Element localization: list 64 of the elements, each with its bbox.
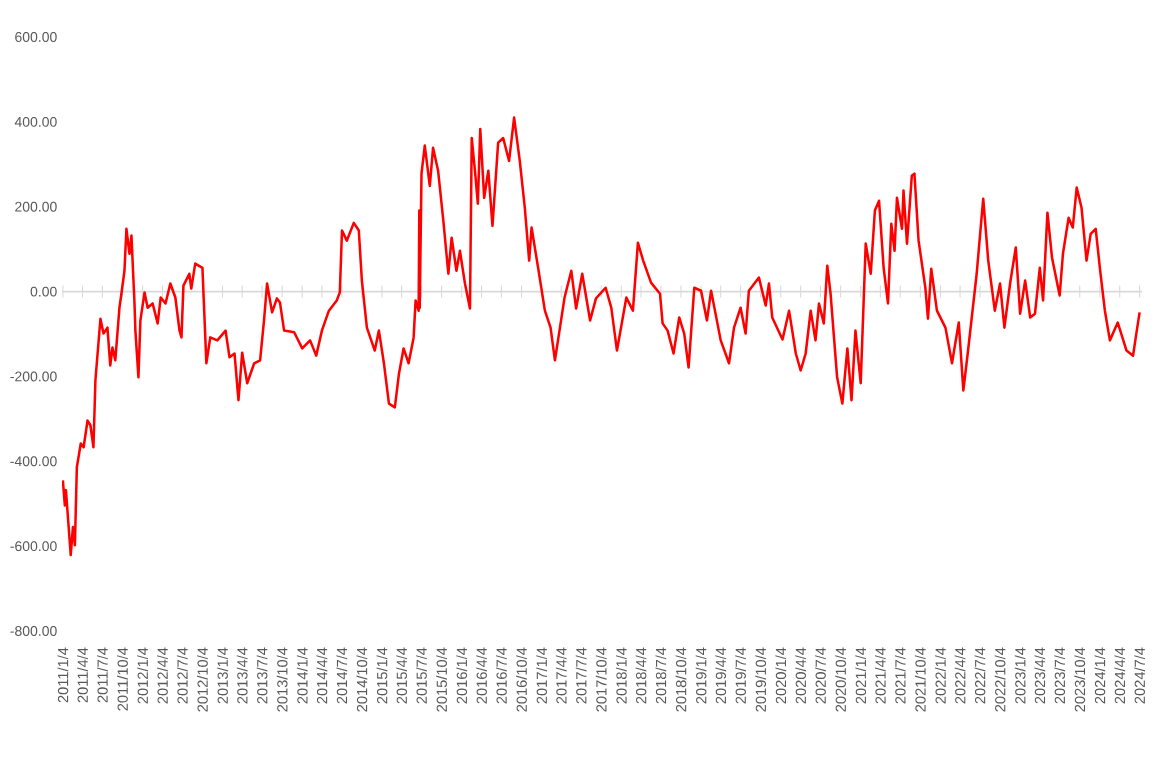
x-tick-label: 2023/10/4 — [1074, 647, 1086, 712]
x-tick-label: 2017/1/4 — [536, 647, 547, 704]
x-tick-label: 2017/10/4 — [595, 647, 607, 712]
x-tick-label: 2020/1/4 — [775, 647, 787, 704]
x-tick-label: 2024/4/4 — [1114, 647, 1126, 704]
line-series — [62, 116, 1141, 557]
x-tick-label: 2019/10/4 — [755, 647, 767, 712]
x-tick-label: 2019/1/4 — [695, 647, 707, 704]
x-tick-label: 2021/1/4 — [855, 647, 867, 704]
x-tick-label: 2021/10/4 — [914, 647, 926, 712]
x-tick-label: 2014/7/4 — [336, 647, 348, 704]
x-tick-label: 2020/7/4 — [815, 647, 826, 704]
x-tick-label: 2012/10/4 — [197, 647, 208, 712]
x-tick-label: 2017/7/4 — [575, 647, 587, 704]
x-tick-label: 2011/10/4 — [117, 647, 128, 711]
x-tick-label: 2022/7/4 — [974, 647, 986, 704]
x-tick-label: 2011/7/4 — [97, 647, 108, 703]
x-tick-label: 2014/10/4 — [356, 647, 368, 712]
x-tick-label: 2023/4/4 — [1034, 647, 1046, 704]
x-tick-label: 2016/1/4 — [456, 647, 468, 704]
x-tick-label: 2021/4/4 — [874, 647, 886, 704]
x-tick-label: 2013/4/4 — [236, 647, 248, 704]
x-tick-label: 2022/10/4 — [994, 647, 1006, 712]
x-tick-label: 2020/4/4 — [795, 647, 807, 704]
x-tick-label: 2023/7/4 — [1054, 647, 1066, 704]
x-tick-label: 2012/7/4 — [176, 647, 188, 704]
x-tick-label: 2013/7/4 — [256, 647, 268, 704]
x-tick-label: 2016/4/4 — [476, 647, 487, 704]
x-tick-label: 2022/1/4 — [935, 647, 946, 704]
x-tick-label: 2022/4/4 — [954, 647, 966, 704]
x-tick-label: 2018/4/4 — [635, 647, 647, 704]
x-tick-label: 2016/7/4 — [496, 647, 507, 704]
x-tick-label: 2024/7/4 — [1134, 647, 1145, 704]
y-tick-label: -800.00 — [10, 626, 57, 636]
x-tick-label: 2021/7/4 — [894, 647, 906, 704]
y-tick-label: 0.00 — [30, 286, 57, 297]
x-tick-label: 2014/4/4 — [316, 647, 328, 704]
x-tick-label: 2011/4/4 — [77, 647, 88, 703]
x-tick-label: 2019/4/4 — [715, 647, 727, 704]
x-tick-label: 2015/1/4 — [376, 647, 388, 704]
x-tick-label: 2020/10/4 — [835, 647, 846, 712]
x-tick-label: 2013/1/4 — [217, 647, 228, 704]
x-tick-label: 2011/1/4 — [57, 647, 69, 703]
x-tick-label: 2018/10/4 — [675, 647, 687, 712]
y-tick-label: 400.00 — [14, 116, 57, 127]
y-tick-label: 600.00 — [15, 32, 57, 42]
x-tick-label: 2012/4/4 — [157, 647, 168, 704]
x-tick-label: 2014/1/4 — [296, 647, 308, 704]
y-tick-label: 200.00 — [15, 201, 57, 212]
x-tick-label: 2013/10/4 — [276, 647, 288, 712]
x-tick-label: 2012/1/4 — [137, 647, 148, 704]
y-tick-label: -400.00 — [10, 456, 57, 467]
x-tick-label: 2015/10/4 — [436, 647, 447, 712]
x-tick-label: 2015/4/4 — [396, 647, 408, 704]
x-tick-label: 2019/7/4 — [735, 647, 746, 704]
y-tick-label: -200.00 — [10, 371, 57, 382]
x-tick-label: 2018/7/4 — [655, 647, 667, 704]
y-tick-label: -600.00 — [10, 541, 57, 552]
x-tick-label: 2016/10/4 — [516, 647, 527, 712]
x-tick-label: 2017/4/4 — [555, 647, 567, 704]
x-tick-label: 2023/1/4 — [1014, 647, 1026, 704]
x-tick-label: 2018/1/4 — [615, 647, 627, 704]
x-tick-label: 2024/1/4 — [1094, 647, 1106, 704]
x-tick-label: 2015/7/4 — [416, 647, 427, 704]
